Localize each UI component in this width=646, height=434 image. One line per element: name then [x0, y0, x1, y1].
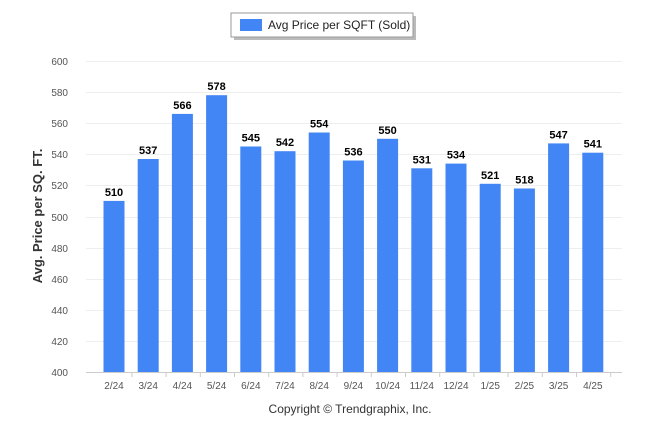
x-tick-label: 3/25 — [549, 381, 569, 392]
y-tick-label: 460 — [51, 275, 68, 286]
copyright: Copyright © Trendgraphix, Inc. — [269, 402, 432, 416]
y-tick-label: 600 — [51, 57, 68, 68]
x-tick-label: 9/24 — [344, 381, 364, 392]
bar — [513, 188, 535, 372]
x-tick-label: 8/24 — [309, 381, 329, 392]
legend-swatch — [240, 19, 262, 31]
data-label: 542 — [276, 137, 294, 149]
x-tick-label: 5/24 — [207, 381, 227, 392]
y-tick-label: 480 — [51, 244, 68, 255]
x-tick-label: 11/24 — [410, 381, 435, 392]
x-tick-label: 1/25 — [480, 381, 500, 392]
x-tick-label: 4/24 — [173, 381, 193, 392]
bars — [103, 95, 604, 373]
data-label: 537 — [139, 145, 157, 157]
y-axis-ticks: 400 420 440 460 480 500 520 540 560 580 600 — [51, 57, 68, 379]
data-label: 566 — [173, 100, 191, 112]
y-tick-label: 500 — [51, 213, 68, 224]
x-tick-label: 2/25 — [515, 381, 535, 392]
x-tick-label: 2/24 — [104, 381, 124, 392]
bar — [171, 113, 193, 373]
y-tick-label: 520 — [51, 181, 68, 192]
y-tick-label: 580 — [51, 88, 68, 99]
bar — [582, 152, 604, 372]
y-tick-label: 400 — [51, 368, 68, 379]
data-label: 536 — [344, 147, 362, 159]
legend-label: Avg Price per SQFT (Sold) — [268, 18, 410, 32]
y-axis-label: Avg. Price per SQ. FT. — [30, 149, 45, 284]
data-labels: 510 537 566 578 545 542 554 536 550 531 534 521 518 5… — [105, 81, 602, 199]
bar — [274, 151, 296, 372]
bar — [103, 200, 125, 372]
x-tick-label: 3/24 — [138, 381, 158, 392]
bar — [411, 168, 433, 372]
data-label: 554 — [310, 119, 329, 131]
bar — [479, 183, 501, 372]
data-label: 550 — [378, 125, 396, 137]
data-label: 578 — [207, 81, 225, 93]
data-label: 521 — [481, 170, 499, 182]
data-label: 534 — [447, 150, 466, 162]
legend: Avg Price per SQFT (Sold) — [230, 12, 416, 40]
bar — [206, 95, 228, 372]
bar — [342, 160, 364, 372]
y-tick-label: 420 — [51, 337, 68, 348]
x-tick-label: 12/24 — [443, 381, 468, 392]
x-tick-label: 6/24 — [241, 381, 261, 392]
bar — [377, 138, 399, 373]
data-label: 547 — [549, 129, 567, 141]
bar — [240, 146, 262, 372]
x-tick-label: 10/24 — [375, 381, 400, 392]
bar — [308, 132, 330, 372]
bar — [548, 143, 570, 372]
data-label: 510 — [105, 187, 123, 199]
y-tick-label: 540 — [51, 150, 68, 161]
y-tick-label: 440 — [51, 306, 68, 317]
data-label: 531 — [413, 154, 431, 166]
x-tick-label: 4/25 — [583, 381, 603, 392]
data-label: 541 — [584, 139, 602, 151]
y-tick-label: 560 — [51, 119, 68, 130]
x-tick-label: 7/24 — [275, 381, 295, 392]
bar — [445, 163, 467, 372]
x-axis-ticks: 2/24 3/24 4/24 5/24 6/24 7/24 8/24 9/24 10/24 11/… — [104, 372, 612, 392]
data-label: 545 — [242, 133, 260, 145]
data-label: 518 — [515, 175, 533, 187]
bar — [137, 159, 159, 372]
